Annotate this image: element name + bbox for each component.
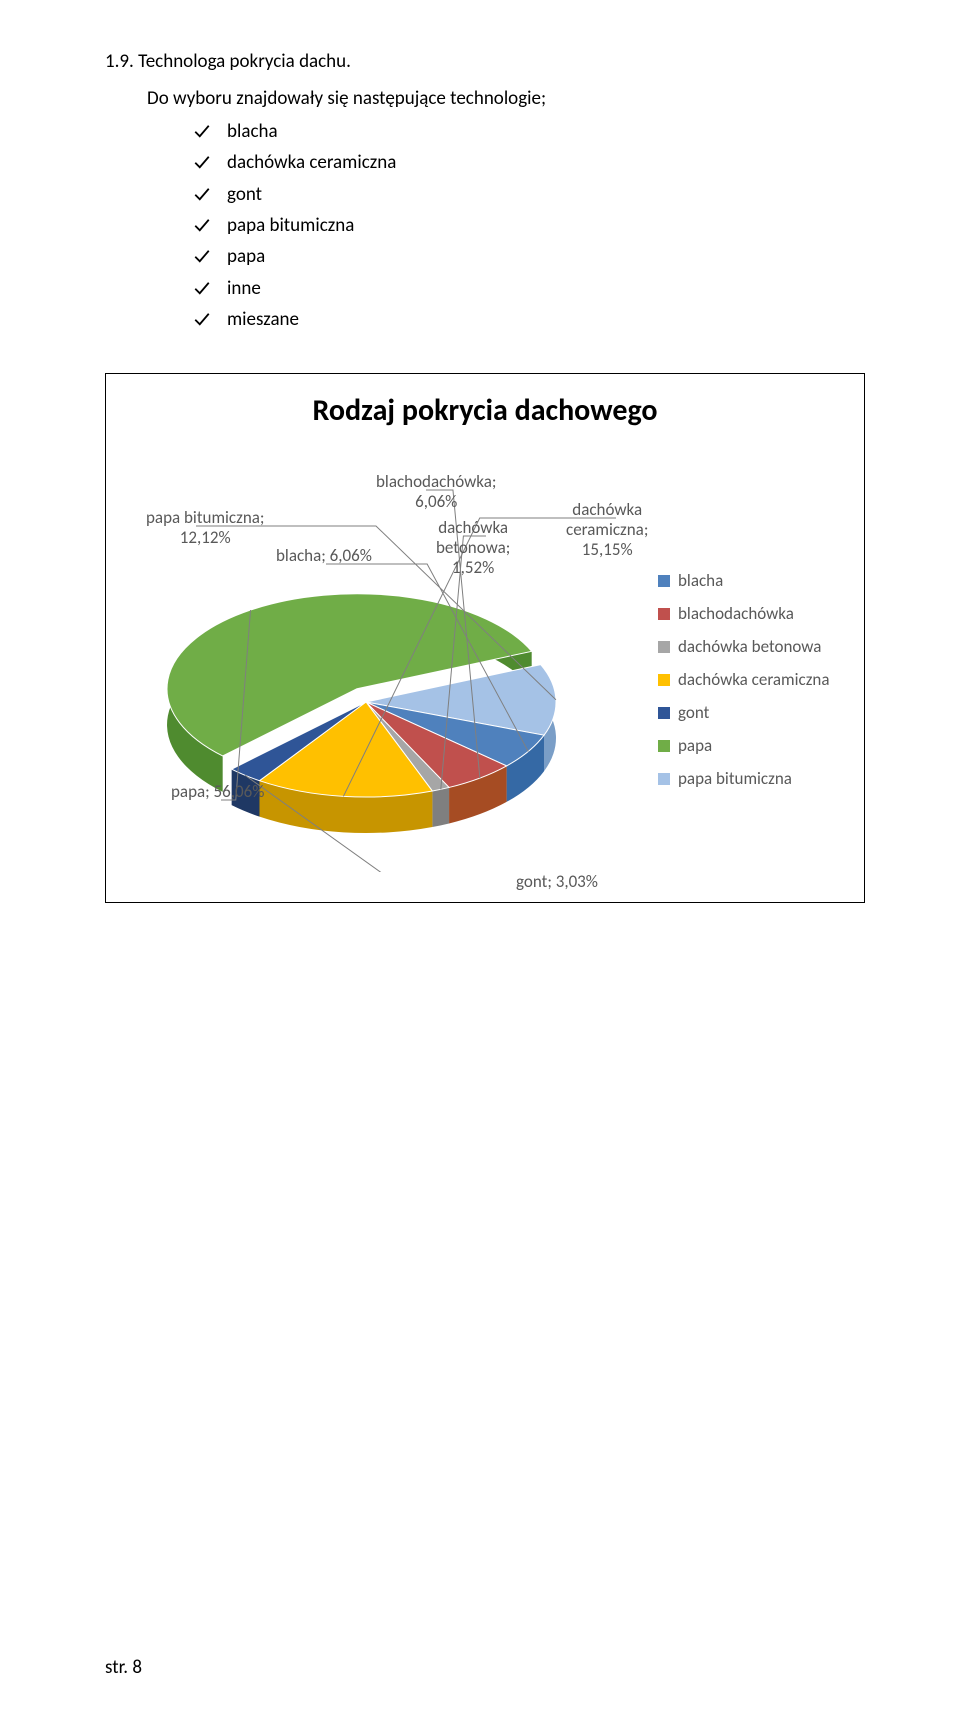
list-item: inne	[193, 273, 870, 304]
legend-swatch	[658, 740, 670, 752]
check-icon	[193, 213, 211, 231]
legend-item: papa	[658, 735, 838, 756]
legend-swatch	[658, 707, 670, 719]
check-icon	[193, 119, 211, 137]
list-item-label: dachówka ceramiczna	[227, 151, 396, 174]
data-label-papa: papa; 56,06%	[171, 782, 264, 802]
legend-label: blacha	[678, 570, 723, 591]
list-item: mieszane	[193, 304, 870, 335]
chart-title: Rodzaj pokrycia dachowego	[106, 392, 864, 429]
legend-label: papa bitumiczna	[678, 768, 792, 789]
check-icon	[193, 244, 211, 262]
list-item-label: gont	[227, 183, 262, 206]
legend-swatch	[658, 608, 670, 620]
page-footer: str. 8	[105, 1656, 142, 1679]
legend-item: blachodachówka	[658, 603, 838, 624]
list-item-label: inne	[227, 277, 261, 300]
legend-item: gont	[658, 702, 838, 723]
legend-label: blachodachówka	[678, 603, 794, 624]
list-item: papa bitumiczna	[193, 210, 870, 241]
technology-list: blacha dachówka ceramiczna gont papa bitumi…	[193, 116, 870, 335]
data-label-blacha: blacha; 6,06%	[276, 546, 372, 566]
data-label-dachowka_ceramiczna: dachówka ceramiczna; 15,15%	[566, 500, 648, 559]
list-item: gont	[193, 179, 870, 210]
list-item-label: mieszane	[227, 308, 299, 331]
list-item-label: papa bitumiczna	[227, 214, 354, 237]
section-heading: 1.9. Technologa pokrycia dachu.	[105, 50, 870, 73]
legend-label: gont	[678, 702, 709, 723]
list-item: dachówka ceramiczna	[193, 147, 870, 178]
legend-label: dachówka betonowa	[678, 636, 821, 657]
list-item-label: blacha	[227, 120, 278, 143]
data-label-blachodachowka: blachodachówka; 6,06%	[376, 472, 496, 511]
list-item: blacha	[193, 116, 870, 147]
data-label-papa_bitumiczna: papa bitumiczna; 12,12%	[146, 508, 264, 547]
check-icon	[193, 307, 211, 325]
section-subtext: Do wyboru znajdowały się następujące tec…	[147, 87, 870, 110]
legend-item: papa bitumiczna	[658, 768, 838, 789]
legend-swatch	[658, 674, 670, 686]
pie-chart-container: Rodzaj pokrycia dachowego papa; 56,06%pa…	[105, 373, 865, 903]
chart-area: papa; 56,06% papa bitumiczna; 12,12% blach…	[136, 442, 656, 872]
list-item-label: papa	[227, 245, 265, 268]
legend-item: blacha	[658, 570, 838, 591]
check-icon	[193, 182, 211, 200]
list-item: papa	[193, 241, 870, 272]
legend-item: dachówka ceramiczna	[658, 669, 838, 690]
data-label-gont: gont; 3,03%	[516, 872, 598, 892]
pie-side	[432, 788, 449, 828]
legend-swatch	[658, 773, 670, 785]
data-label-dachowka_betonowa: dachówka betonowa; 1,52%	[436, 518, 510, 577]
legend-label: papa	[678, 735, 712, 756]
chart-legend: blacha blachodachówka dachówka betonowa dac…	[658, 570, 838, 801]
legend-swatch	[658, 575, 670, 587]
legend-item: dachówka betonowa	[658, 636, 838, 657]
legend-label: dachówka ceramiczna	[678, 669, 830, 690]
legend-swatch	[658, 641, 670, 653]
check-icon	[193, 276, 211, 294]
check-icon	[193, 150, 211, 168]
